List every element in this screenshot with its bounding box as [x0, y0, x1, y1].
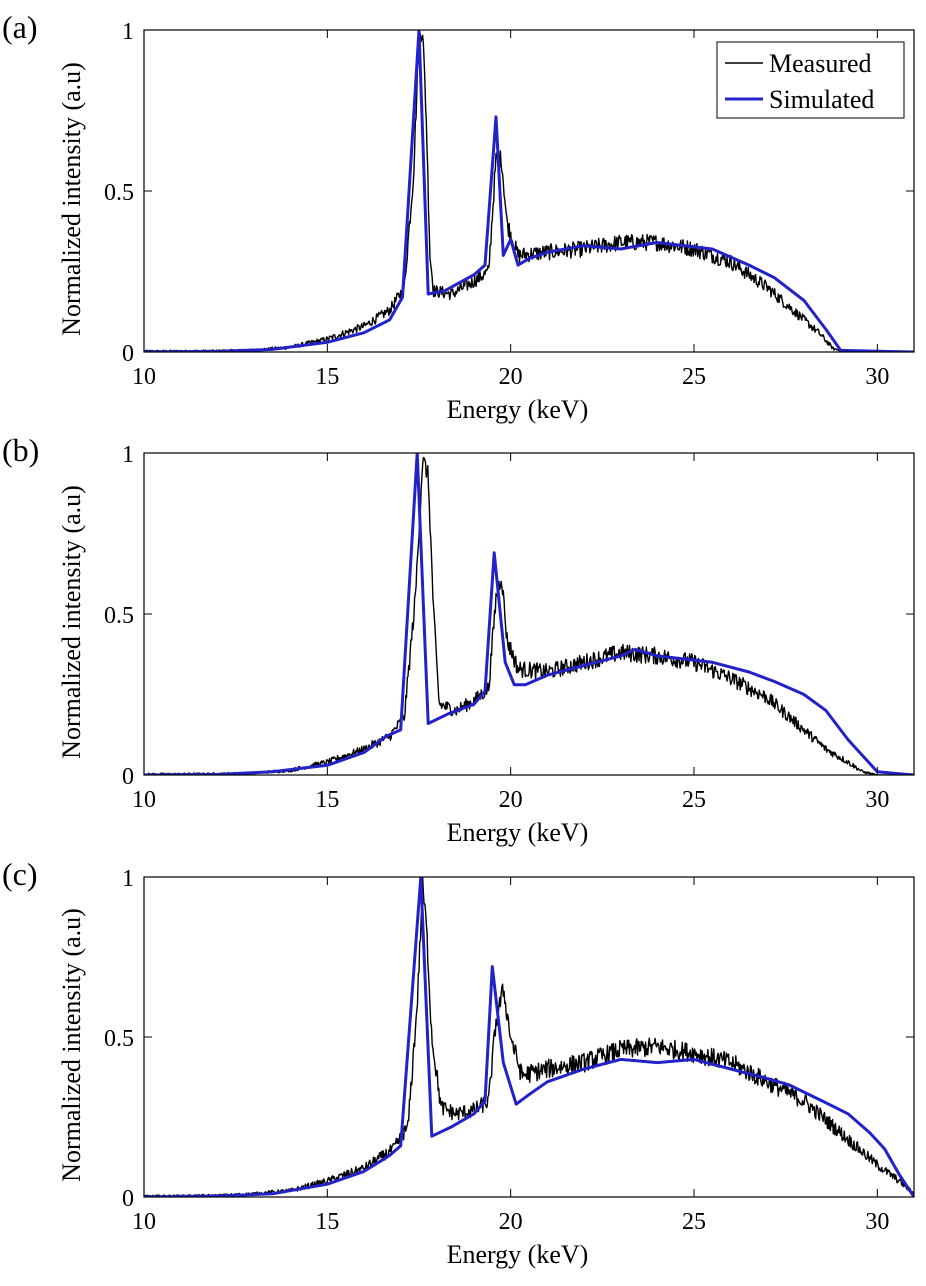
x-tick-label: 20 — [499, 1209, 523, 1235]
x-tick-label: 25 — [682, 364, 706, 390]
panel-label: (b) — [2, 432, 39, 468]
series-line-measured — [144, 31, 914, 352]
series-line-simulated — [144, 453, 914, 775]
y-tick-label: 0 — [122, 341, 134, 367]
y-tick-label: 0.5 — [104, 180, 134, 206]
x-tick-label: 15 — [315, 1209, 339, 1235]
legend: Measured Simulated — [716, 41, 905, 119]
x-tick-label: 30 — [865, 787, 889, 813]
y-axis-label: Normalized intensity (a.u) — [57, 485, 86, 759]
x-tick-label: 20 — [499, 364, 523, 390]
x-tick-label: 15 — [315, 787, 339, 813]
panel-label: (a) — [2, 9, 38, 45]
legend-box — [716, 41, 905, 119]
x-tick-label: 30 — [865, 364, 889, 390]
y-tick-label: 1 — [122, 19, 134, 45]
chart-panel-b: 10 15 20 25 30 0 0.5 1 Energy (keV) Normalized in… — [2, 432, 915, 847]
x-tick-label: 10 — [132, 364, 156, 390]
y-tick-label: 0.5 — [104, 1026, 134, 1052]
x-axis-label: Energy (keV) — [447, 818, 589, 847]
y-axis-label: Normalized intensity (a.u) — [57, 908, 86, 1182]
x-tick-label: 20 — [499, 787, 523, 813]
panel-label: (c) — [2, 856, 38, 892]
x-tick-label: 10 — [132, 1209, 156, 1235]
series-line-simulated — [144, 877, 914, 1197]
series-line-measured — [144, 877, 914, 1197]
x-axis-label: Energy (keV) — [447, 395, 589, 424]
x-tick-label: 30 — [865, 1209, 889, 1235]
series-line-simulated — [144, 30, 914, 352]
chart-panel-c: 10 15 20 25 30 0 0.5 1 Energy (keV) Normalized in… — [2, 856, 915, 1269]
y-tick-label: 0 — [122, 1186, 134, 1212]
x-tick-label: 25 — [682, 1209, 706, 1235]
series-line-measured — [144, 456, 914, 775]
y-tick-label: 0 — [122, 764, 134, 790]
x-tick-label: 25 — [682, 787, 706, 813]
y-tick-label: 1 — [122, 866, 134, 892]
legend-label-simulated: Simulated — [769, 85, 874, 114]
legend-label-measured: Measured — [769, 49, 872, 78]
x-tick-label: 10 — [132, 787, 156, 813]
axes-frame — [143, 876, 915, 1198]
y-axis-label: Normalized intensity (a.u) — [57, 62, 86, 336]
x-axis-label: Energy (keV) — [447, 1240, 589, 1269]
chart-panel-a: 10 15 20 25 30 0 0.5 1 Energy (keV) Normalized in… — [2, 9, 915, 424]
y-tick-label: 1 — [122, 442, 134, 468]
x-tick-label: 15 — [315, 364, 339, 390]
y-tick-label: 0.5 — [104, 603, 134, 629]
